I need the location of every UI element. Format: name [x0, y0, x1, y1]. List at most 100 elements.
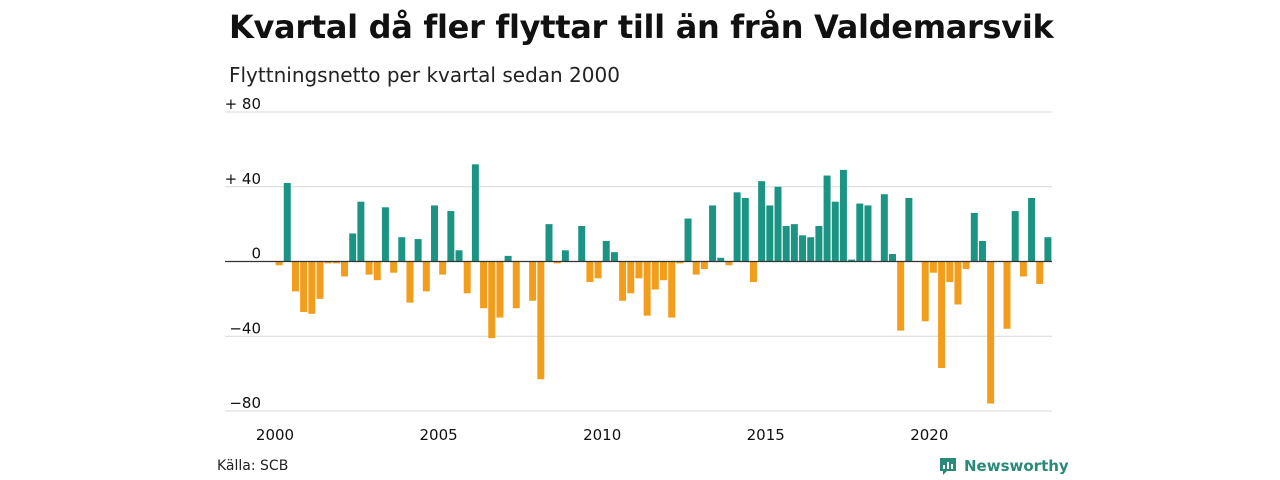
bar [561, 250, 569, 262]
bar [406, 261, 414, 303]
bar [987, 261, 995, 404]
bar [414, 239, 422, 262]
bar [938, 261, 946, 369]
bar [668, 261, 676, 318]
zero-line [225, 260, 1052, 412]
bar [774, 186, 782, 262]
bar [291, 261, 299, 292]
bar [790, 224, 798, 262]
bar [324, 261, 332, 264]
bar [300, 261, 308, 312]
bar [660, 261, 667, 281]
bar [905, 197, 913, 262]
source-label: Källa: SCB [217, 458, 289, 474]
bar [749, 261, 757, 283]
bar [431, 205, 438, 262]
chart-subtitle: Flyttningsnetto per kvartal sedan 2000 [229, 63, 620, 87]
bar [480, 261, 488, 309]
x-tick-label: 2010 [583, 426, 621, 444]
bar [1044, 237, 1052, 262]
bar [610, 252, 618, 262]
bar [594, 261, 602, 279]
bar [864, 205, 872, 262]
bar [1019, 261, 1027, 277]
bar [504, 255, 512, 262]
bar [856, 203, 864, 262]
bar [381, 207, 389, 262]
bar [889, 254, 896, 262]
bar [692, 261, 700, 275]
bar [1028, 197, 1036, 262]
bar [921, 261, 929, 322]
bar [676, 261, 684, 264]
bar [725, 261, 733, 266]
bar [651, 261, 659, 290]
bar [733, 192, 741, 262]
y-axis-ticks: + 80 + 40 0 −40 −80 [225, 95, 261, 412]
bar [1011, 211, 1019, 262]
bar [627, 261, 635, 294]
bar [439, 261, 447, 275]
y-tick-label: 0 [251, 245, 261, 263]
bar [684, 218, 692, 262]
bar [807, 237, 815, 262]
newsworthy-logo-icon [940, 458, 956, 475]
bar [463, 261, 471, 294]
y-tick-label: −40 [229, 319, 261, 337]
bar [643, 261, 651, 316]
bar [880, 194, 888, 262]
brand-name: Newsworthy [964, 457, 1069, 475]
bar [529, 261, 537, 301]
bar [586, 261, 594, 283]
bar [962, 261, 970, 269]
bar [455, 250, 463, 262]
x-tick-label: 2020 [910, 426, 948, 444]
bar [1036, 261, 1044, 284]
bar [799, 235, 807, 262]
bar [488, 261, 496, 339]
y-tick-label: + 40 [225, 170, 261, 188]
bar [897, 261, 905, 331]
bar [512, 261, 520, 309]
bar [782, 225, 790, 262]
bar [537, 261, 545, 380]
y-tick-label: −80 [229, 394, 261, 412]
bar [1003, 261, 1011, 329]
bar [398, 237, 406, 262]
bar [635, 261, 643, 279]
bar [815, 225, 823, 262]
x-tick-label: 2015 [747, 426, 785, 444]
bar [619, 261, 627, 301]
brand-logo: Newsworthy [938, 456, 1069, 476]
bar [390, 261, 398, 273]
bar [553, 261, 561, 264]
bar [954, 261, 962, 305]
bar [758, 181, 766, 262]
bar [275, 261, 283, 266]
bar [700, 261, 708, 269]
bar [946, 261, 954, 283]
bar [496, 261, 504, 318]
bar [365, 261, 373, 275]
bar [831, 201, 839, 262]
x-axis-ticks: 2000 2005 2010 2015 2020 [256, 426, 949, 444]
bar [447, 211, 455, 262]
bars [275, 164, 1052, 404]
bar [741, 197, 749, 262]
bar [471, 164, 479, 262]
bar [332, 261, 340, 264]
bar [349, 233, 357, 262]
bar [422, 261, 430, 292]
y-tick-label: + 80 [225, 95, 261, 113]
bar [766, 205, 774, 262]
bar [839, 169, 847, 262]
bar [602, 240, 610, 262]
x-tick-label: 2005 [419, 426, 457, 444]
bar [978, 240, 986, 262]
x-tick-label: 2000 [256, 426, 294, 444]
bar [316, 261, 324, 299]
bar [308, 261, 316, 314]
chart-title: Kvartal då fler flyttar till än från Val… [229, 8, 1054, 46]
bar [357, 201, 365, 262]
